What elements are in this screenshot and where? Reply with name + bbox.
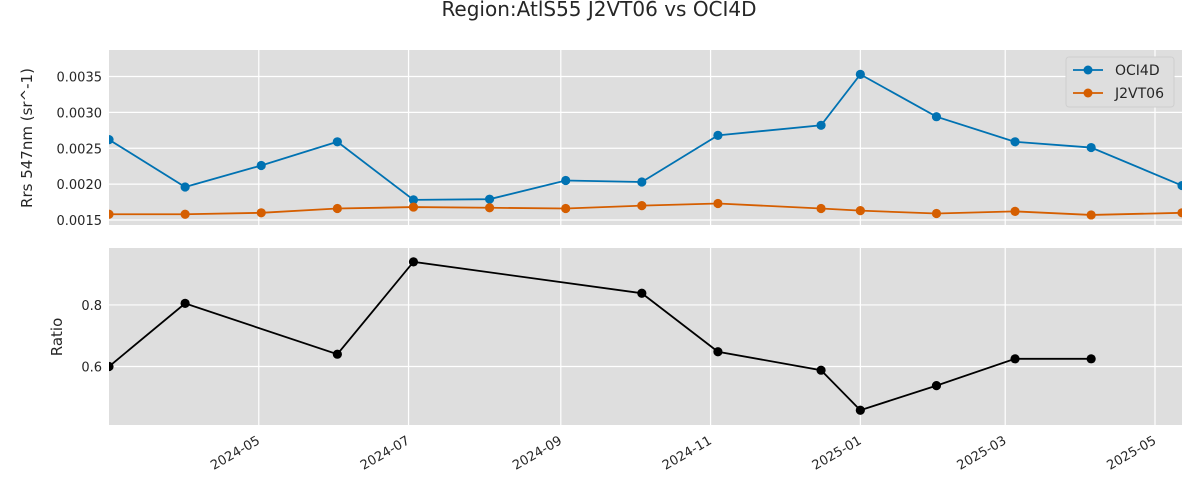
legend: OCI4D J2VT06 [1065, 56, 1175, 108]
data-point-oci4d [713, 130, 723, 140]
data-point-oci4d [816, 120, 826, 130]
data-point-ratio [637, 288, 647, 298]
data-point-ratio [332, 349, 342, 359]
top-y-tick-labels: 0.0015 0.0020 0.0025 0.0030 0.0035 [57, 71, 103, 229]
data-point-ratio [1086, 354, 1096, 364]
chart-title: Region:AtlS55 J2VT06 vs OCI4D [441, 0, 756, 21]
bottom-y-axis-label: Ratio [48, 318, 66, 357]
data-point-oci4d [1010, 137, 1020, 147]
legend-label-j2vt06: J2VT06 [1114, 86, 1164, 102]
data-point-oci4d [256, 160, 266, 171]
data-point-oci4d [332, 137, 342, 147]
y-tick-label: 0.6 [81, 361, 102, 376]
x-tick-label: 2025-03 [955, 433, 1010, 473]
data-point-oci4d [408, 195, 419, 205]
data-point-oci4d [637, 177, 647, 187]
top-panel: 0.0015 0.0020 0.0025 0.0030 0.0035 Rrs 547nm… [18, 50, 1182, 229]
x-tick-labels: 2024-05 2024-07 2024-09 2024-11 2025-01 2025-… [208, 433, 1159, 473]
series-oci4d [109, 69, 1182, 205]
x-tick-label: 2024-11 [660, 433, 715, 473]
data-point-j2vt06 [713, 198, 723, 209]
data-point-oci4d [484, 194, 495, 204]
data-point-ratio [408, 257, 419, 267]
data-point-oci4d [1086, 142, 1096, 153]
legend-label-oci4d: OCI4D [1115, 63, 1160, 79]
data-point-j2vt06 [332, 203, 342, 214]
data-point-oci4d [561, 175, 571, 186]
x-tick-label: 2024-09 [510, 433, 565, 473]
y-tick-label: 0.0030 [57, 106, 103, 121]
data-point-oci4d [855, 69, 865, 79]
data-point-oci4d [109, 135, 114, 145]
x-tick-label: 2025-05 [1104, 433, 1159, 473]
top-series-group [109, 69, 1182, 220]
x-tick-label: 2025-01 [810, 433, 865, 473]
bottom-gridlines [109, 248, 1182, 425]
y-tick-label: 0.0020 [57, 178, 103, 193]
data-point-j2vt06 [855, 206, 865, 216]
bottom-panel: 0.6 0.8 Ratio [48, 248, 1182, 425]
data-point-j2vt06 [637, 201, 647, 211]
legend-marker-j2vt06 [1083, 88, 1093, 98]
data-point-j2vt06 [109, 209, 114, 219]
x-tick-label: 2024-05 [208, 433, 263, 473]
data-point-j2vt06 [408, 202, 419, 212]
series-ratio [109, 257, 1096, 415]
series-j2vt06 [109, 198, 1182, 220]
data-point-ratio [931, 380, 942, 391]
y-tick-label: 0.0025 [57, 142, 103, 157]
y-tick-label: 0.0015 [57, 214, 103, 229]
bottom-plot-area [109, 248, 1182, 425]
y-tick-label: 0.0035 [57, 71, 103, 86]
data-point-oci4d [931, 112, 942, 122]
bottom-y-tick-labels: 0.6 0.8 [81, 299, 102, 376]
ratio-series-group [109, 257, 1096, 415]
data-point-ratio [816, 365, 826, 375]
data-point-oci4d [1177, 180, 1182, 191]
data-point-j2vt06 [1010, 206, 1020, 216]
data-point-ratio [109, 361, 114, 372]
legend-marker-oci4d [1083, 65, 1093, 75]
data-point-j2vt06 [484, 203, 495, 213]
top-gridlines [109, 50, 1182, 225]
data-point-oci4d [180, 182, 190, 192]
data-point-ratio [713, 347, 723, 357]
x-tick-label: 2024-07 [358, 433, 413, 473]
y-tick-label: 0.8 [81, 299, 102, 314]
data-point-ratio [1010, 354, 1020, 364]
data-point-j2vt06 [561, 203, 571, 214]
data-point-j2vt06 [180, 209, 190, 219]
data-point-ratio [180, 298, 190, 309]
data-point-j2vt06 [256, 208, 266, 218]
data-point-j2vt06 [931, 208, 942, 219]
data-point-ratio [855, 405, 865, 415]
data-point-j2vt06 [1177, 208, 1182, 218]
data-point-j2vt06 [816, 203, 826, 214]
top-y-axis-label: Rrs 547nm (sr^-1) [18, 68, 36, 208]
data-point-j2vt06 [1086, 210, 1096, 220]
